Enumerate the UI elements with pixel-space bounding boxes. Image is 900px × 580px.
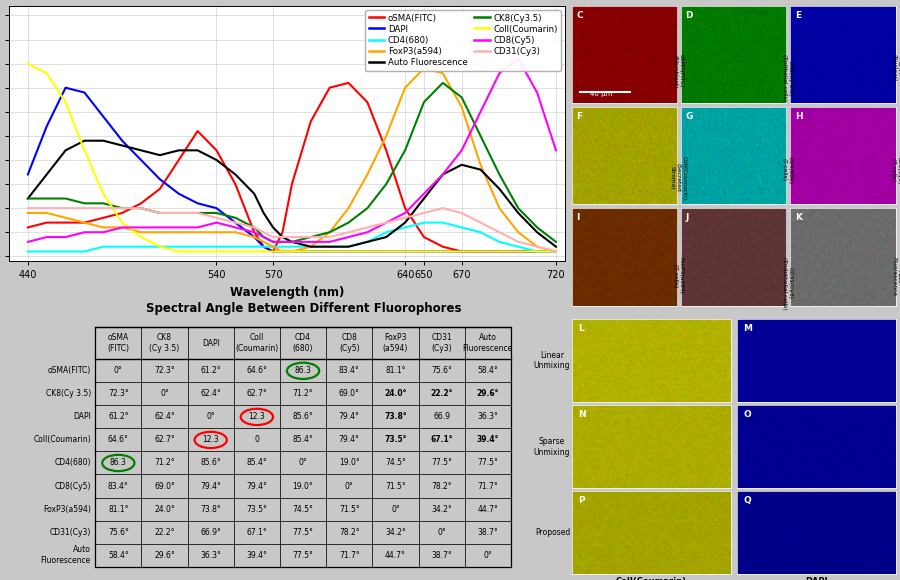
Text: Coll
(Coumarin): Coll (Coumarin)	[235, 334, 278, 353]
Text: 69.0°: 69.0°	[154, 481, 175, 491]
Text: 38.7°: 38.7°	[477, 528, 499, 537]
Text: J: J	[686, 213, 688, 222]
Text: 39.4°: 39.4°	[477, 436, 499, 444]
Text: DAPI
(Nuclear): DAPI (Nuclear)	[891, 55, 900, 82]
Text: CD31(Cy3): CD31(Cy3)	[50, 528, 91, 537]
Text: Coll(Coumarin): Coll(Coumarin)	[33, 436, 91, 444]
Text: 85.4°: 85.4°	[247, 458, 267, 467]
Text: Auto
Fluorescence: Auto Fluorescence	[40, 545, 91, 565]
Text: G: G	[686, 112, 693, 121]
Text: 0°: 0°	[483, 550, 492, 560]
Text: 0°: 0°	[114, 367, 122, 375]
Text: 34.2°: 34.2°	[431, 505, 452, 513]
Text: 74.5°: 74.5°	[385, 458, 406, 467]
Text: P: P	[579, 496, 585, 505]
Text: 75.6°: 75.6°	[108, 528, 129, 537]
Text: 83.4°: 83.4°	[339, 367, 360, 375]
Text: K: K	[795, 213, 802, 222]
Text: Auto
Fluorescence: Auto Fluorescence	[891, 257, 900, 296]
Text: 24.0°: 24.0°	[384, 389, 407, 398]
Text: 0°: 0°	[206, 412, 215, 422]
Text: FoxP3(a594): FoxP3(a594)	[43, 505, 91, 513]
Legend: οSMA(FITC), DAPI, CD4(680), FoxP3(a594), Auto Fluorescence, CK8(Cy3.5), Coll(Cou: οSMA(FITC), DAPI, CD4(680), FoxP3(a594),…	[365, 10, 561, 71]
Text: 0°: 0°	[437, 528, 446, 537]
Text: 12.3: 12.3	[248, 412, 266, 422]
Text: οSMA(FITC): οSMA(FITC)	[48, 367, 91, 375]
Text: CD4(680): CD4(680)	[54, 458, 91, 467]
Text: 71.7°: 71.7°	[477, 481, 499, 491]
Text: 72.3°: 72.3°	[108, 389, 129, 398]
Text: CD4
(680): CD4 (680)	[292, 334, 313, 353]
Text: 86.3: 86.3	[110, 458, 127, 467]
Text: οSMA(FITC)
(Fibroblast): οSMA(FITC) (Fibroblast)	[672, 55, 683, 88]
Text: I: I	[576, 213, 580, 222]
Text: 24.0°: 24.0°	[154, 505, 175, 513]
Text: CK8
(Cy 3.5): CK8 (Cy 3.5)	[149, 334, 180, 353]
Bar	[95, 327, 511, 567]
Text: Auto
Fluorescence: Auto Fluorescence	[463, 334, 513, 353]
Text: Spectral Angle Between Different Fluorophores: Spectral Angle Between Different Fluorop…	[146, 302, 462, 315]
Text: E: E	[795, 10, 801, 20]
Text: οSMA
(FITC): οSMA (FITC)	[107, 334, 130, 353]
Text: 85.4°: 85.4°	[292, 436, 313, 444]
Text: 72.3°: 72.3°	[154, 367, 175, 375]
Text: CK8(Cy 3.5)
(Epithelial cells): CK8(Cy 3.5) (Epithelial cells)	[782, 55, 793, 102]
Text: 73.8°: 73.8°	[201, 505, 221, 513]
X-axis label: Wavelength (nm): Wavelength (nm)	[230, 286, 345, 299]
Text: 79.4°: 79.4°	[338, 436, 360, 444]
Text: 44.7°: 44.7°	[477, 505, 499, 513]
Text: FoxP3
(a594): FoxP3 (a594)	[382, 334, 408, 353]
Text: Linear
Unmixing: Linear Unmixing	[534, 351, 571, 371]
Text: F: F	[576, 112, 582, 121]
Text: 0°: 0°	[345, 481, 354, 491]
Text: 61.2°: 61.2°	[108, 412, 129, 422]
Text: 73.8°: 73.8°	[384, 412, 407, 422]
Text: 62.4°: 62.4°	[201, 389, 221, 398]
Text: 64.6°: 64.6°	[247, 367, 267, 375]
Text: L: L	[579, 324, 584, 332]
Text: 62.7°: 62.7°	[247, 389, 267, 398]
Text: DAPI: DAPI	[202, 339, 220, 347]
Text: 71.5°: 71.5°	[339, 505, 360, 513]
Text: 71.2°: 71.2°	[292, 389, 313, 398]
Text: 0°: 0°	[299, 458, 308, 467]
Text: 22.2°: 22.2°	[154, 528, 175, 537]
Text: 74.5°: 74.5°	[292, 505, 313, 513]
Text: 71.2°: 71.2°	[154, 458, 175, 467]
Text: H: H	[795, 112, 802, 121]
Text: D: D	[686, 10, 693, 20]
Text: FoxP3(a594)
(T cells): FoxP3(a594) (T cells)	[672, 257, 683, 294]
Text: 12.3: 12.3	[202, 436, 219, 444]
Text: 81.1°: 81.1°	[385, 367, 406, 375]
Text: 73.5°: 73.5°	[247, 505, 267, 513]
Text: CD8(Cy5): CD8(Cy5)	[54, 481, 91, 491]
Text: 79.4°: 79.4°	[247, 481, 267, 491]
Text: 67.1°: 67.1°	[247, 528, 267, 537]
Text: 81.1°: 81.1°	[108, 505, 129, 513]
Text: 85.6°: 85.6°	[201, 458, 221, 467]
Text: CD8(Cy5)
(T cells): CD8(Cy5) (T cells)	[891, 155, 900, 184]
Text: 77.5°: 77.5°	[292, 550, 313, 560]
Text: 71.7°: 71.7°	[339, 550, 360, 560]
Text: 67.1°: 67.1°	[430, 436, 453, 444]
Text: 39.4°: 39.4°	[247, 550, 267, 560]
Text: 66.9°: 66.9°	[201, 528, 221, 537]
Text: 85.6°: 85.6°	[292, 412, 313, 422]
Text: 0°: 0°	[160, 389, 169, 398]
Text: O: O	[743, 409, 751, 419]
Text: 62.7°: 62.7°	[154, 436, 175, 444]
Text: 78.2°: 78.2°	[339, 528, 360, 537]
Text: 38.7°: 38.7°	[431, 550, 452, 560]
Text: C: C	[576, 10, 583, 20]
Text: Coll(Coumarin)
(Secreted
Stroma): Coll(Coumarin) (Secreted Stroma)	[670, 155, 686, 200]
Text: 79.4°: 79.4°	[338, 412, 360, 422]
Text: 19.0°: 19.0°	[339, 458, 360, 467]
Text: CD31(Cy3)
(Endothelial cells): CD31(Cy3) (Endothelial cells)	[782, 257, 793, 310]
Text: N: N	[579, 409, 586, 419]
Text: 44.7°: 44.7°	[385, 550, 406, 560]
Text: 29.6°: 29.6°	[154, 550, 175, 560]
Text: 75.6°: 75.6°	[431, 367, 452, 375]
Text: 71.5°: 71.5°	[385, 481, 406, 491]
Text: 0: 0	[255, 436, 259, 444]
Text: 40 μm: 40 μm	[590, 91, 613, 97]
